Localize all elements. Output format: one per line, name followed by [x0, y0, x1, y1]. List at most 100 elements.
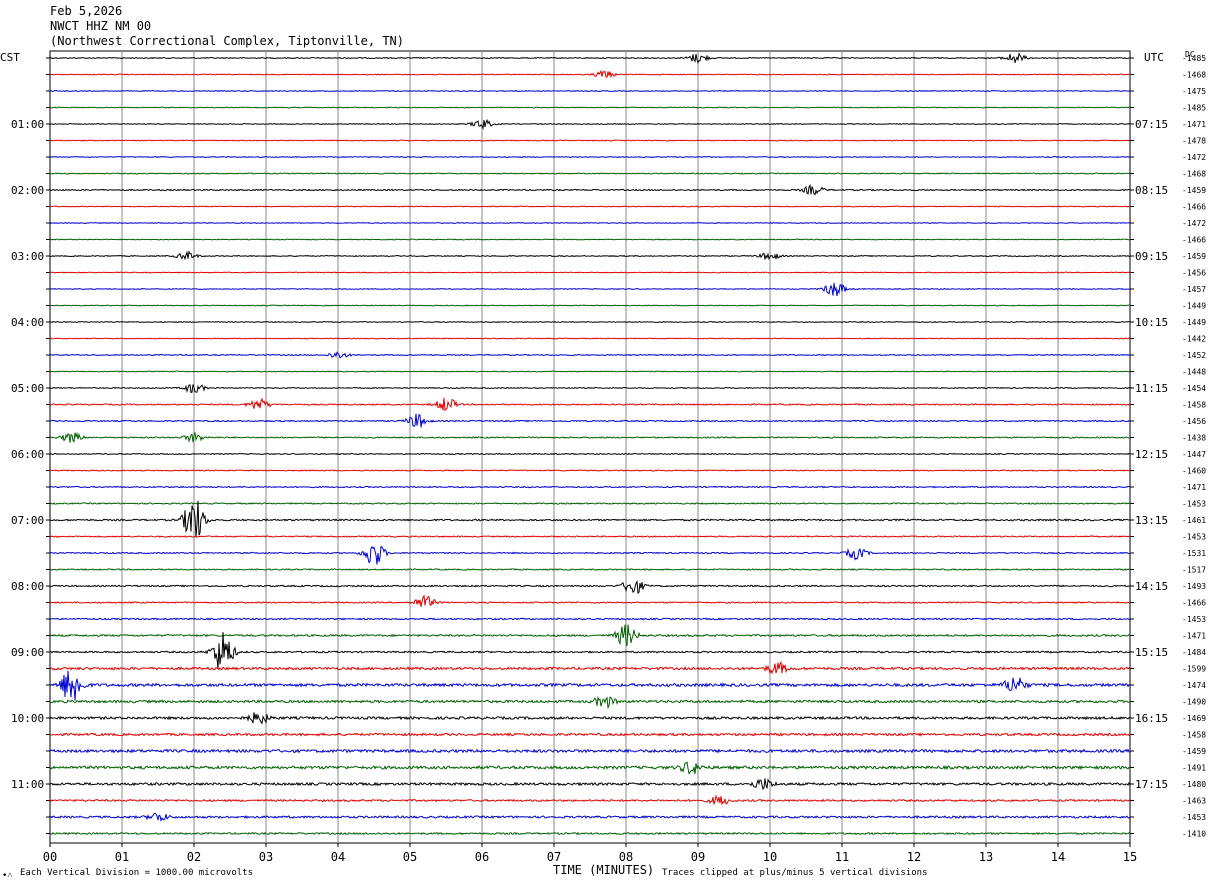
trace-line	[49, 778, 1131, 791]
dc-offset-label: -1471	[1182, 483, 1206, 492]
trace-line	[49, 579, 1131, 595]
dc-offset-label: -1484	[1182, 648, 1206, 657]
dc-offset-label: -1438	[1182, 434, 1206, 443]
dc-offset-label: -1466	[1182, 236, 1206, 245]
trace-line	[49, 485, 1131, 489]
time-grid	[46, 50, 1134, 847]
dc-offset-label: -1453	[1182, 533, 1206, 542]
trace-line	[49, 320, 1131, 323]
dc-offset-label: -1466	[1182, 599, 1206, 608]
x-tick-label: 15	[1123, 850, 1137, 864]
x-tick-label: 09	[691, 850, 705, 864]
trace-line	[49, 594, 1131, 607]
right-time-label: 07:15	[1135, 118, 1168, 131]
trace-line	[49, 413, 1131, 428]
left-time-label: 01:00	[11, 118, 44, 131]
x-tick-label: 05	[403, 850, 417, 864]
dc-offset-label: -1458	[1182, 731, 1206, 740]
x-tick-label: 02	[187, 850, 201, 864]
trace-line	[49, 106, 1131, 109]
dc-offset-label: -1531	[1182, 549, 1206, 558]
x-tick-label: 07	[547, 850, 561, 864]
left-time-label: 10:00	[11, 712, 44, 725]
plot-frame	[49, 50, 1131, 844]
dc-offset-label: -1469	[1182, 714, 1206, 723]
trace-line	[49, 155, 1131, 158]
left-timezone-label: CST	[0, 51, 20, 64]
trace-line	[49, 351, 1131, 359]
x-axis-title: TIME (MINUTES)	[553, 863, 655, 877]
dc-offset-label: -1517	[1182, 566, 1206, 575]
trace-line	[49, 183, 1131, 196]
trace-line	[49, 282, 1131, 297]
x-tick-label: 12	[907, 850, 921, 864]
trace-line	[49, 271, 1131, 274]
dc-offset-label: -1480	[1182, 780, 1206, 789]
trace-line	[49, 748, 1131, 754]
dc-offset-label: -1460	[1182, 467, 1206, 476]
right-time-label: 16:15	[1135, 712, 1168, 725]
left-time-label: 03:00	[11, 250, 44, 263]
dc-offset-label: -1448	[1182, 368, 1206, 377]
right-time-label: 10:15	[1135, 316, 1168, 329]
trace-line	[49, 761, 1131, 775]
trace-line	[49, 370, 1131, 373]
dc-label: DC	[1185, 50, 1195, 59]
trace-line	[49, 431, 1131, 443]
left-time-label: 05:00	[11, 382, 44, 395]
left-time-label: 11:00	[11, 778, 44, 791]
trace-line	[49, 469, 1131, 472]
x-tick-label: 10	[763, 850, 777, 864]
trace-line	[49, 712, 1131, 725]
dc-offset-label: -1410	[1182, 830, 1206, 839]
dc-offset-label: -1491	[1182, 764, 1206, 773]
dc-offset-label: -1442	[1182, 335, 1206, 344]
x-tick-label: 11	[835, 850, 849, 864]
trace-line	[49, 90, 1131, 93]
trace-line	[49, 172, 1131, 175]
x-tick-label: 13	[979, 850, 993, 864]
dc-offset-label: -1474	[1182, 681, 1206, 690]
trace-line	[49, 304, 1131, 307]
corner-glyph: •˄	[2, 871, 13, 881]
dc-offset-label: -1453	[1182, 813, 1206, 822]
x-tick-label: 01	[115, 850, 129, 864]
trace-line	[49, 632, 1131, 669]
right-time-label: 15:15	[1135, 646, 1168, 659]
trace-line	[49, 500, 1131, 538]
right-time-label: 17:15	[1135, 778, 1168, 791]
x-tick-label: 04	[331, 850, 345, 864]
trace-line	[49, 452, 1131, 456]
right-time-label: 09:15	[1135, 250, 1168, 263]
dc-offset-label: -1456	[1182, 269, 1206, 278]
trace-line	[49, 139, 1131, 142]
dc-offset-label: -1459	[1182, 747, 1206, 756]
dc-offset-label: -1449	[1182, 302, 1206, 311]
trace-line	[49, 397, 1131, 412]
right-time-label: 11:15	[1135, 382, 1168, 395]
dc-offset-label: -1453	[1182, 500, 1206, 509]
dc-offset-label: -1449	[1182, 318, 1206, 327]
trace-line	[49, 794, 1131, 806]
trace-line	[49, 384, 1131, 394]
dc-offset-label: -1459	[1182, 252, 1206, 261]
trace-line	[49, 831, 1131, 836]
trace-line	[49, 661, 1131, 675]
x-tick-label: 00	[43, 850, 57, 864]
right-timezone-label: UTC	[1144, 51, 1164, 64]
dc-offset-label: -1490	[1182, 698, 1206, 707]
left-time-label: 08:00	[11, 580, 44, 593]
dc-offset-label: -1457	[1182, 285, 1206, 294]
right-time-label: 12:15	[1135, 448, 1168, 461]
x-tick-label: 03	[259, 850, 273, 864]
dc-offset-label: -1458	[1182, 401, 1206, 410]
right-time-label: 08:15	[1135, 184, 1168, 197]
trace-line	[49, 732, 1131, 737]
location-label: (Northwest Correctional Complex, Tiptonv…	[50, 34, 405, 48]
dc-offset-label: -1478	[1182, 137, 1206, 146]
dc-offset-label: -1453	[1182, 615, 1206, 624]
trace-line	[49, 238, 1131, 241]
dc-offset-label: -1493	[1182, 582, 1206, 591]
dc-offset-label: -1599	[1182, 665, 1206, 674]
